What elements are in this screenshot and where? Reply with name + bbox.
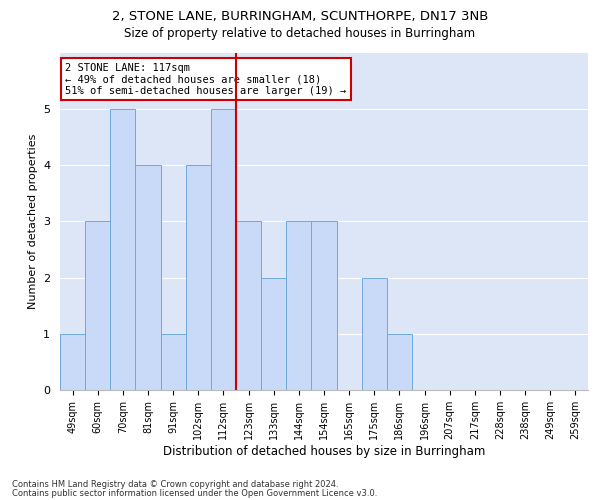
Bar	[85, 221, 110, 390]
Bar	[161, 334, 186, 390]
X-axis label: Distribution of detached houses by size in Burringham: Distribution of detached houses by size …	[163, 444, 485, 458]
Bar	[362, 278, 387, 390]
Text: Contains public sector information licensed under the Open Government Licence v3: Contains public sector information licen…	[12, 488, 377, 498]
Bar	[136, 165, 161, 390]
Bar	[211, 109, 236, 390]
Bar	[60, 334, 85, 390]
Bar	[261, 278, 286, 390]
Text: Contains HM Land Registry data © Crown copyright and database right 2024.: Contains HM Land Registry data © Crown c…	[12, 480, 338, 489]
Y-axis label: Number of detached properties: Number of detached properties	[28, 134, 38, 309]
Bar	[387, 334, 412, 390]
Bar	[186, 165, 211, 390]
Text: 2, STONE LANE, BURRINGHAM, SCUNTHORPE, DN17 3NB: 2, STONE LANE, BURRINGHAM, SCUNTHORPE, D…	[112, 10, 488, 23]
Bar	[110, 109, 136, 390]
Bar	[286, 221, 311, 390]
Bar	[236, 221, 261, 390]
Text: Size of property relative to detached houses in Burringham: Size of property relative to detached ho…	[124, 28, 476, 40]
Bar	[311, 221, 337, 390]
Text: 2 STONE LANE: 117sqm
← 49% of detached houses are smaller (18)
51% of semi-detac: 2 STONE LANE: 117sqm ← 49% of detached h…	[65, 62, 347, 96]
